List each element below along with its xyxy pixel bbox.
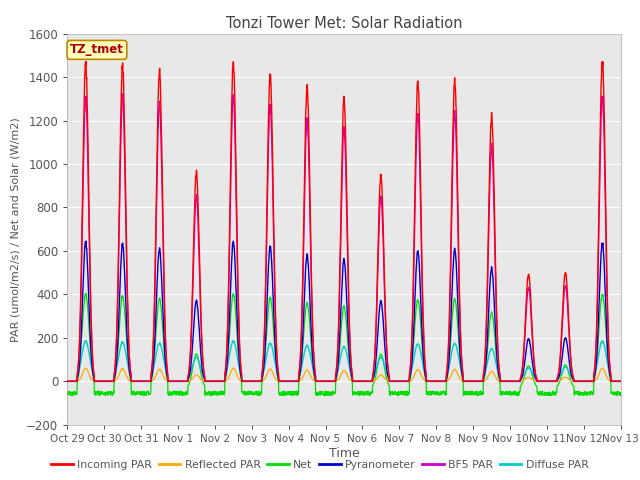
Text: TZ_tmet: TZ_tmet — [70, 43, 124, 56]
Title: Tonzi Tower Met: Solar Radiation: Tonzi Tower Met: Solar Radiation — [226, 16, 462, 31]
Legend: Incoming PAR, Reflected PAR, Net, Pyranometer, BF5 PAR, Diffuse PAR: Incoming PAR, Reflected PAR, Net, Pyrano… — [47, 456, 593, 475]
X-axis label: Time: Time — [328, 446, 360, 460]
Y-axis label: PAR (umol/m2/s) / Net and Solar (W/m2): PAR (umol/m2/s) / Net and Solar (W/m2) — [10, 117, 20, 342]
